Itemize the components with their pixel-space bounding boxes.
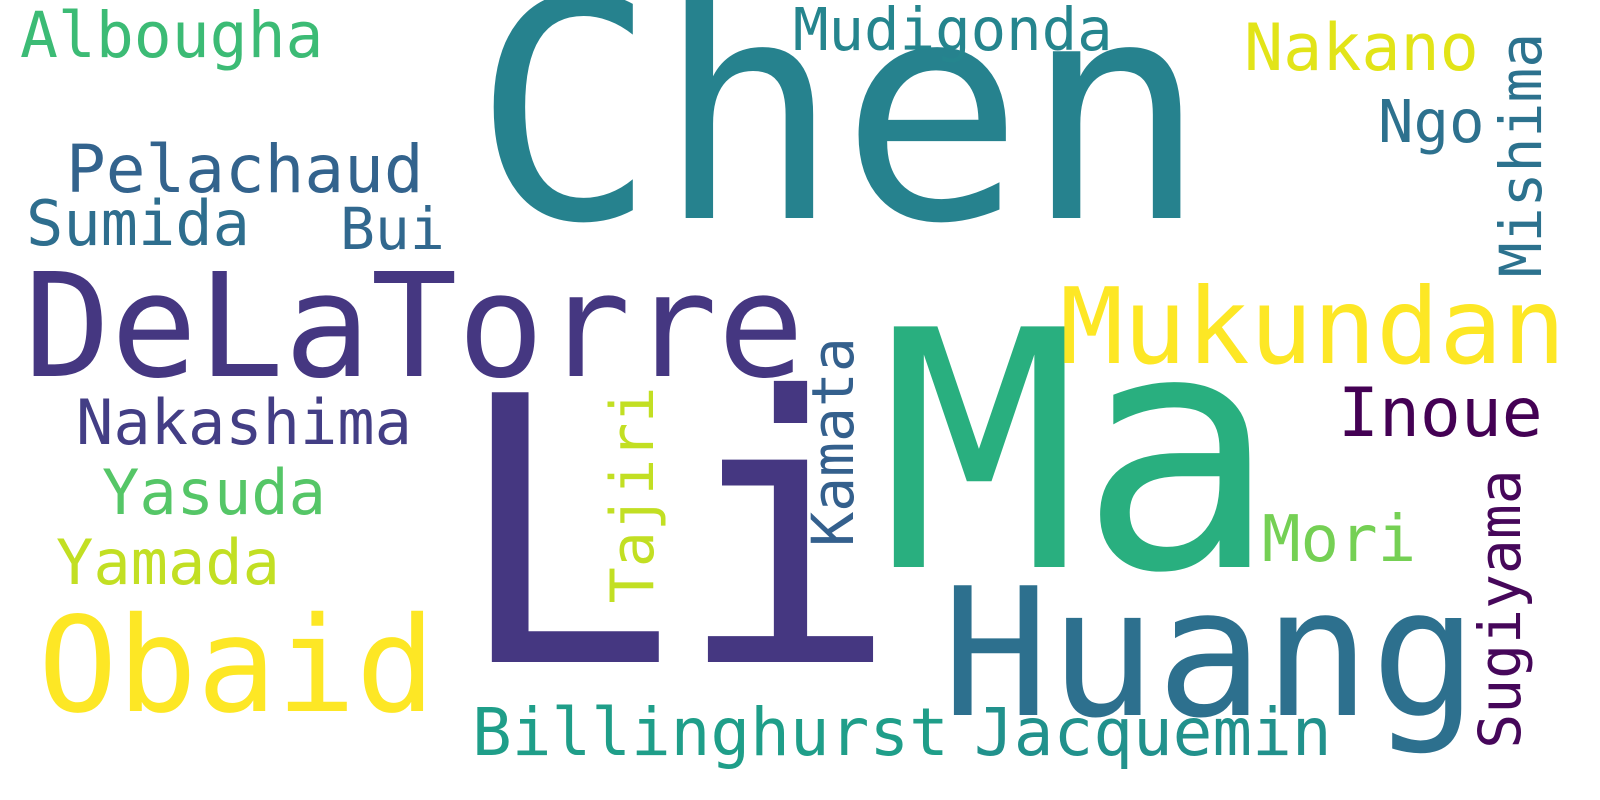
word-sumida: Sumida	[26, 187, 250, 260]
word-delatorre: DeLaTorre	[24, 242, 805, 410]
word-ngo: Ngo	[1378, 87, 1485, 156]
word-yasuda: Yasuda	[102, 456, 326, 529]
word-inoue: Inoue	[1338, 374, 1543, 453]
word-nakashima: Nakashima	[76, 386, 412, 459]
word-bui: Bui	[340, 195, 445, 263]
word-tajiri: Tajiri	[598, 386, 668, 604]
word-yamada: Yamada	[56, 526, 280, 599]
word-mukundan: Mukundan	[1060, 266, 1566, 388]
word-billinghurst: Billinghurst	[472, 694, 949, 771]
word-mori: Mori	[1262, 503, 1417, 577]
word-nakano: Nakano	[1244, 11, 1479, 86]
word-sugiyama: Sugiyama	[1466, 469, 1534, 749]
word-chen: Chen	[473, 0, 1208, 290]
word-albougha: Albougha	[20, 0, 324, 72]
word-mishima: Mishima	[1487, 32, 1555, 278]
word-kamata: Kamata	[799, 337, 867, 547]
word-ma: Ma	[880, 261, 1278, 645]
word-huang: Huang	[942, 550, 1478, 757]
word-mudigonda: Mudigonda	[793, 0, 1113, 64]
word-pelachaud: Pelachaud	[66, 131, 424, 208]
word-obaid: Obaid	[38, 589, 436, 743]
word-jacquemin: Jacquemin	[974, 694, 1332, 771]
word-li: Li	[453, 320, 899, 750]
